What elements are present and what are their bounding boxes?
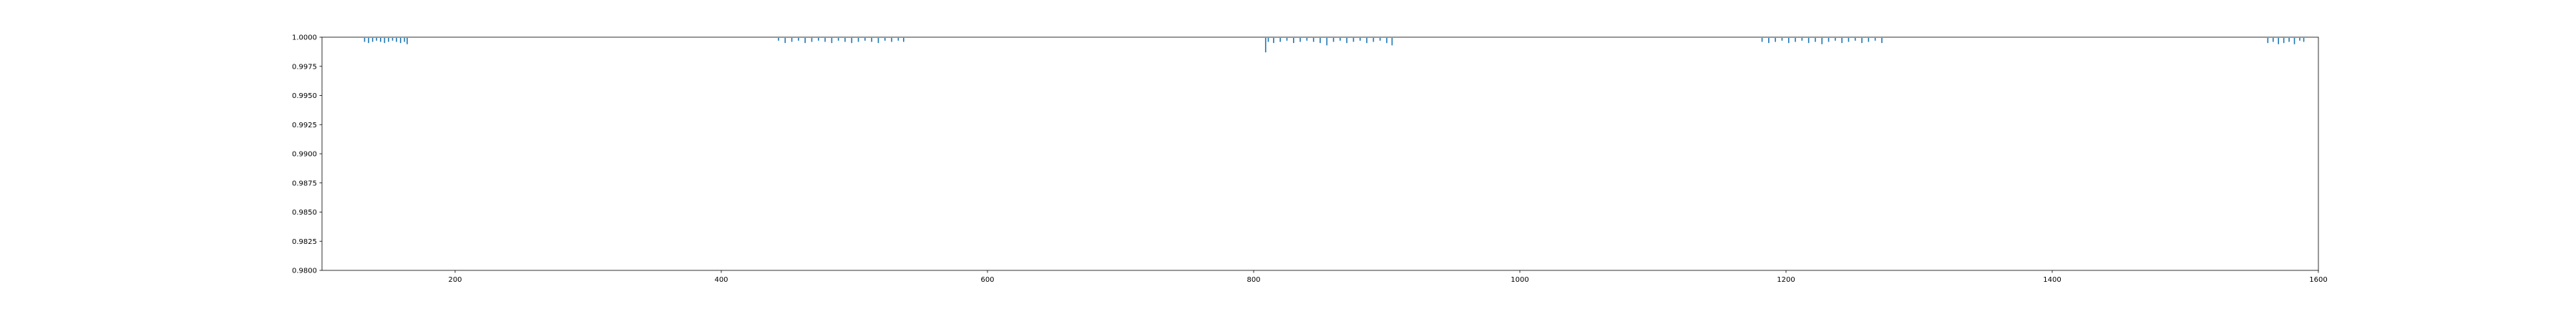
x-tick-label: 1400 <box>2043 276 2061 284</box>
plot-background <box>322 37 2318 270</box>
plot-frame <box>321 36 2319 271</box>
y-axis-ticks: 0.9800 0.9825 0.9850 0.9875 0.9900 0.9925 0.99… <box>292 34 322 275</box>
x-tick-label: 1000 <box>1511 276 1528 284</box>
x-tick-label: 1200 <box>1777 276 1795 284</box>
x-tick-label: 800 <box>1246 276 1260 284</box>
y-tick-label: 1.0000 <box>292 34 317 42</box>
y-tick-label: 0.9925 <box>292 122 317 129</box>
y-tick-label: 0.9900 <box>292 151 317 159</box>
x-tick-label: 200 <box>448 276 462 284</box>
y-tick-label: 0.9975 <box>292 63 317 71</box>
y-tick-label: 0.9825 <box>292 238 317 246</box>
x-tick-label: 600 <box>980 276 994 284</box>
x-tick-label: 1600 <box>2309 276 2327 284</box>
x-axis-ticks: 200 400 600 800 1000 1200 1400 1600 <box>448 270 2328 284</box>
y-tick-label: 0.9875 <box>292 180 317 187</box>
x-tick-label: 400 <box>714 276 728 284</box>
y-tick-label: 0.9850 <box>292 209 317 217</box>
y-tick-label: 0.9800 <box>292 268 317 275</box>
y-tick-label: 0.9950 <box>292 92 317 100</box>
data-points <box>364 38 2305 53</box>
